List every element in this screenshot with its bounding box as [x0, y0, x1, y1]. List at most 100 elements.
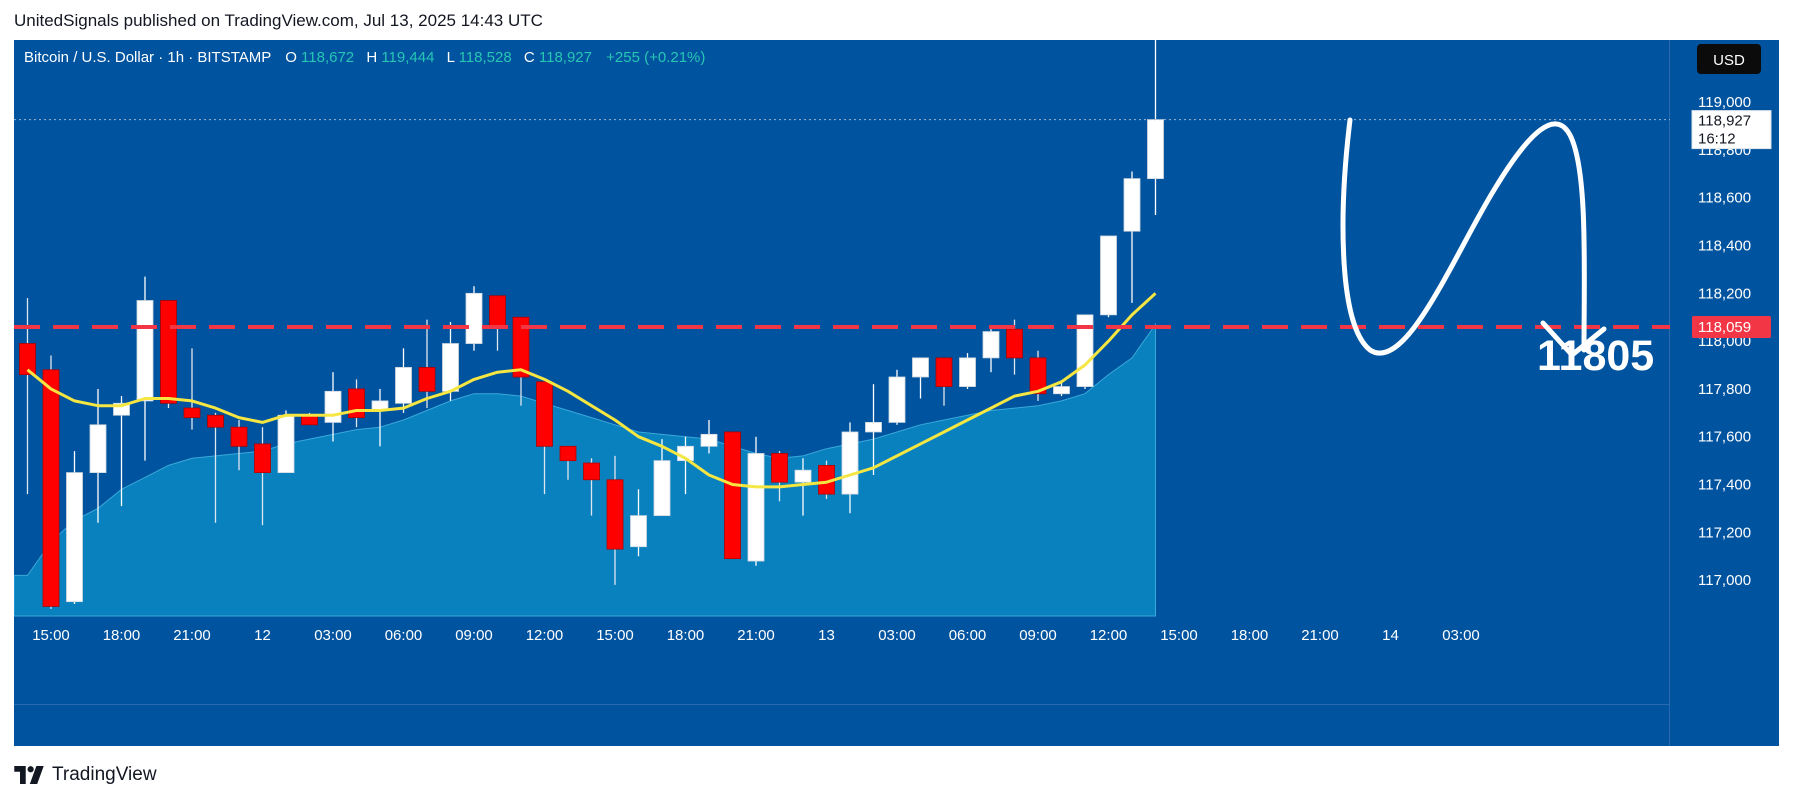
- candle-body-down: [183, 407, 201, 419]
- time-tick-label: 09:00: [1019, 627, 1057, 644]
- candle-body-up: [395, 367, 412, 404]
- price-tick-label: 118,200: [1698, 285, 1751, 302]
- time-tick-label: 15:00: [32, 627, 70, 644]
- candle-body-up: [89, 424, 107, 473]
- candle-body-up: [113, 402, 130, 416]
- high-label: H: [366, 49, 377, 66]
- time-tick-label: 12:00: [1090, 627, 1128, 644]
- level-price-value: 118,059: [1698, 319, 1751, 336]
- candle-body-up: [465, 292, 483, 344]
- candle-body-up: [630, 515, 647, 548]
- tradingview-logo-icon: [14, 766, 44, 784]
- time-tick-label: 12: [254, 627, 271, 644]
- candle: [277, 410, 295, 473]
- last-price-label: 118,927 16:12: [1691, 110, 1772, 150]
- candle: [653, 439, 671, 517]
- candle: [230, 420, 248, 471]
- time-tick-label: 18:00: [1231, 627, 1269, 644]
- candle-body-down: [1006, 328, 1023, 359]
- candle: [465, 286, 483, 351]
- candle: [489, 295, 506, 351]
- footer-brand[interactable]: TradingView: [14, 763, 157, 787]
- candle-body-up: [1123, 178, 1141, 232]
- high-value: 119,444: [381, 49, 434, 66]
- candle: [982, 329, 1000, 373]
- chart-frame[interactable]: 11805 117,000 117,200 117,400 117,600 117,80…: [14, 40, 1779, 746]
- level-price-label: 118,059: [1692, 316, 1771, 339]
- candle-body-up: [324, 390, 342, 423]
- price-tick-label: 117,800: [1698, 381, 1751, 398]
- time-tick-label: 03:00: [1442, 627, 1480, 644]
- candle: [183, 348, 201, 430]
- candle-body-down: [512, 316, 530, 378]
- time-tick-label: 03:00: [314, 627, 352, 644]
- candle: [771, 451, 788, 502]
- time-axis-ticks[interactable]: 15:00 18:00 21:00 12 03:00 06:00 09:00 12:00 15:…: [32, 627, 1480, 644]
- candle-body-down: [559, 445, 577, 462]
- time-tick-label: 15:00: [1160, 627, 1198, 644]
- candle-body-up: [841, 431, 859, 495]
- candle-body-down: [771, 453, 788, 483]
- candle: [160, 300, 177, 409]
- price-axis-ticks[interactable]: 117,000 117,200 117,400 117,600 117,800 118,0…: [1698, 94, 1751, 589]
- candle: [395, 348, 412, 413]
- price-chart[interactable]: 11805 117,000 117,200 117,400 117,600 117,80…: [14, 40, 1779, 746]
- candle: [700, 420, 718, 454]
- candle: [912, 357, 929, 399]
- currency-button[interactable]: USD: [1697, 44, 1761, 74]
- price-tick-label: 118,600: [1698, 190, 1751, 207]
- candle-body-down: [230, 426, 248, 447]
- projection-arrowhead: [1540, 320, 1607, 358]
- time-tick-label: 06:00: [949, 627, 987, 644]
- candle: [1100, 235, 1117, 318]
- publisher-header: UnitedSignals published on TradingView.c…: [14, 11, 543, 30]
- time-tick-label: 18:00: [103, 627, 141, 644]
- candle: [418, 319, 436, 409]
- candle: [841, 422, 859, 514]
- low-value: 118,528: [459, 49, 512, 66]
- candle: [606, 455, 624, 585]
- price-axis-background: [1670, 40, 1779, 746]
- candle: [207, 412, 224, 523]
- candle: [630, 489, 647, 557]
- candle: [794, 458, 812, 516]
- candle: [724, 431, 741, 560]
- candle-body-down: [1029, 357, 1047, 395]
- price-tick-label: 118,400: [1698, 238, 1751, 255]
- svg-text:Bitcoin / U.S. Dollar · 1h · B: Bitcoin / U.S. Dollar · 1h · BITSTAMP O …: [24, 49, 705, 66]
- open-value: 118,672: [301, 49, 354, 66]
- candle-body-up: [700, 433, 718, 447]
- candle-body-up: [1100, 235, 1117, 316]
- candle-body-up: [136, 300, 154, 402]
- candle-body-down: [583, 462, 600, 481]
- time-tick-label: 06:00: [385, 627, 423, 644]
- time-tick-label: 21:00: [1301, 627, 1339, 644]
- candle: [1147, 40, 1164, 215]
- candle-body-up: [653, 460, 671, 517]
- candle-body-up: [912, 357, 929, 378]
- candle-body-down: [42, 369, 60, 607]
- candle: [747, 436, 765, 566]
- candle: [1053, 381, 1070, 397]
- candle: [89, 388, 107, 523]
- candle: [818, 460, 835, 499]
- time-tick-label: 13: [818, 627, 835, 644]
- candle: [865, 384, 882, 475]
- price-tick-label: 117,400: [1698, 477, 1751, 494]
- candle-body-down: [207, 414, 224, 428]
- time-tick-label: 15:00: [596, 627, 634, 644]
- candle-body-up: [794, 469, 812, 483]
- candle-body-down: [160, 300, 177, 404]
- candle: [66, 451, 83, 605]
- tradingview-brand-text: TradingView: [52, 764, 157, 785]
- candle-body-up: [959, 357, 976, 387]
- last-price-value: 118,927: [1698, 113, 1751, 130]
- candle: [19, 298, 36, 495]
- legend: Bitcoin / U.S. Dollar · 1h · BITSTAMP O …: [24, 49, 705, 66]
- candle-body-down: [254, 443, 271, 473]
- price-tick-label: 117,600: [1698, 429, 1751, 446]
- candle: [254, 427, 271, 526]
- candle-body-up: [747, 453, 765, 562]
- candle-body-down: [606, 479, 624, 550]
- time-tick-label: 21:00: [737, 627, 775, 644]
